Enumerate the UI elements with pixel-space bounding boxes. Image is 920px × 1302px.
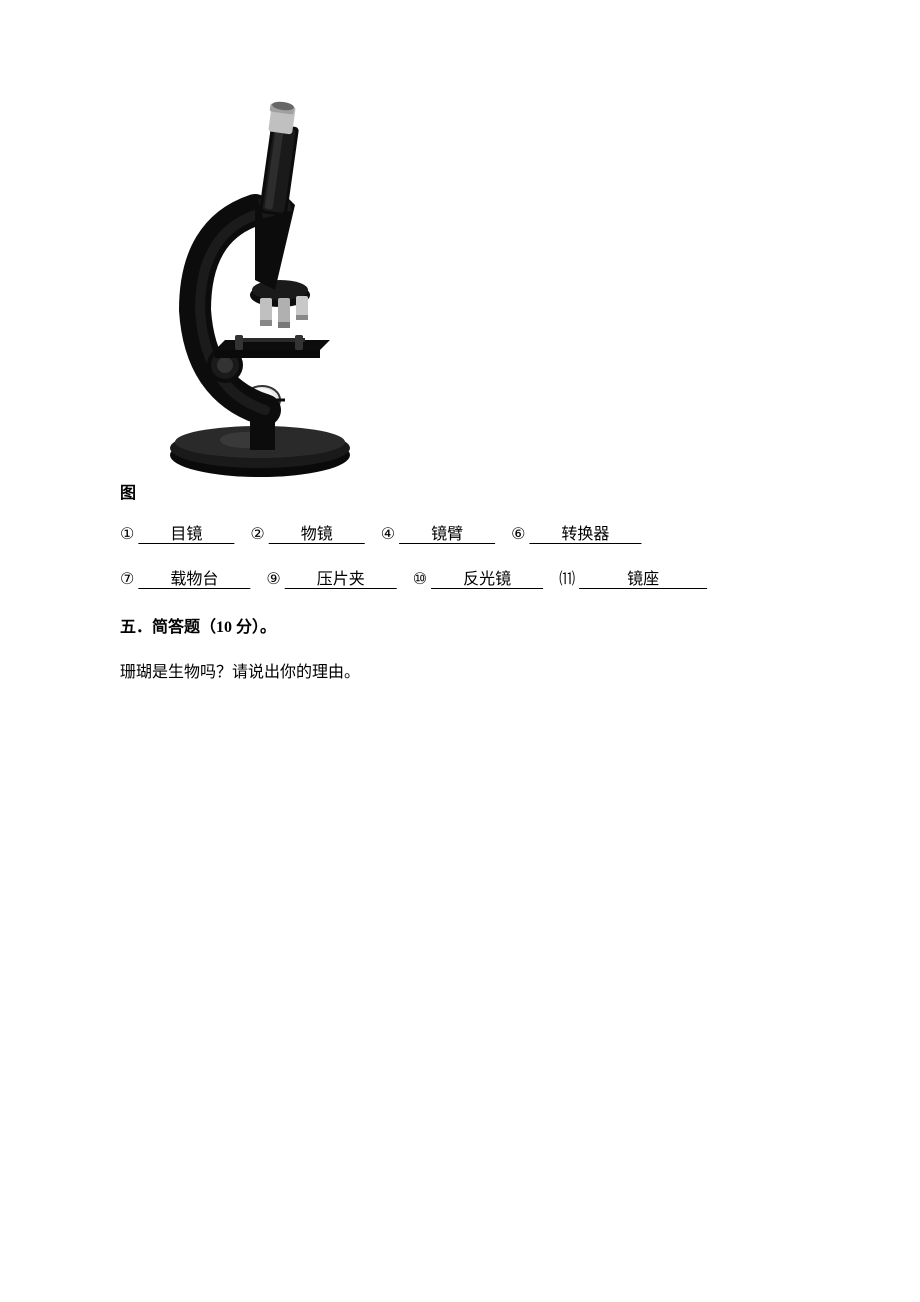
part-1-name: 目镜 [134, 521, 238, 550]
part-6-name: 转换器 [525, 521, 645, 550]
part-11: ⑾ 镜座 [559, 566, 711, 595]
part-2-name: 物镜 [265, 521, 369, 550]
parts-row-1: ① 目镜 ② 物镜 ④ 镜臂 ⑥ 转换器 [120, 521, 800, 550]
part-6-number: ⑥ [511, 521, 525, 550]
part-9: ⑨ 压片夹 [266, 566, 400, 595]
part-7-number: ⑦ [120, 566, 134, 595]
part-1-number: ① [120, 521, 134, 550]
part-7-name: 载物台 [134, 566, 254, 595]
part-4-name: 镜臂 [395, 521, 499, 550]
figure-label: 图 [120, 480, 800, 509]
part-6: ⑥ 转换器 [511, 521, 645, 550]
part-10-number: ⑩ [413, 566, 427, 595]
part-9-number: ⑨ [266, 566, 280, 595]
section-5-question: 珊瑚是生物吗？请说出你的理由。 [120, 659, 800, 688]
part-4: ④ 镜臂 [381, 521, 499, 550]
part-2: ② 物镜 [250, 521, 368, 550]
part-10-name: 反光镜 [427, 566, 547, 595]
microscope-image [120, 80, 400, 480]
part-11-number: ⑾ [559, 566, 575, 595]
part-9-name: 压片夹 [281, 566, 401, 595]
part-7: ⑦ 载物台 [120, 566, 254, 595]
part-1: ① 目镜 [120, 521, 238, 550]
part-4-number: ④ [381, 521, 395, 550]
section-5-header: 五．简答题（10 分）。 [120, 614, 800, 643]
part-2-number: ② [250, 521, 264, 550]
parts-row-2: ⑦ 载物台 ⑨ 压片夹 ⑩ 反光镜 ⑾ 镜座 [120, 566, 800, 595]
part-11-name: 镜座 [575, 566, 711, 595]
part-10: ⑩ 反光镜 [413, 566, 547, 595]
